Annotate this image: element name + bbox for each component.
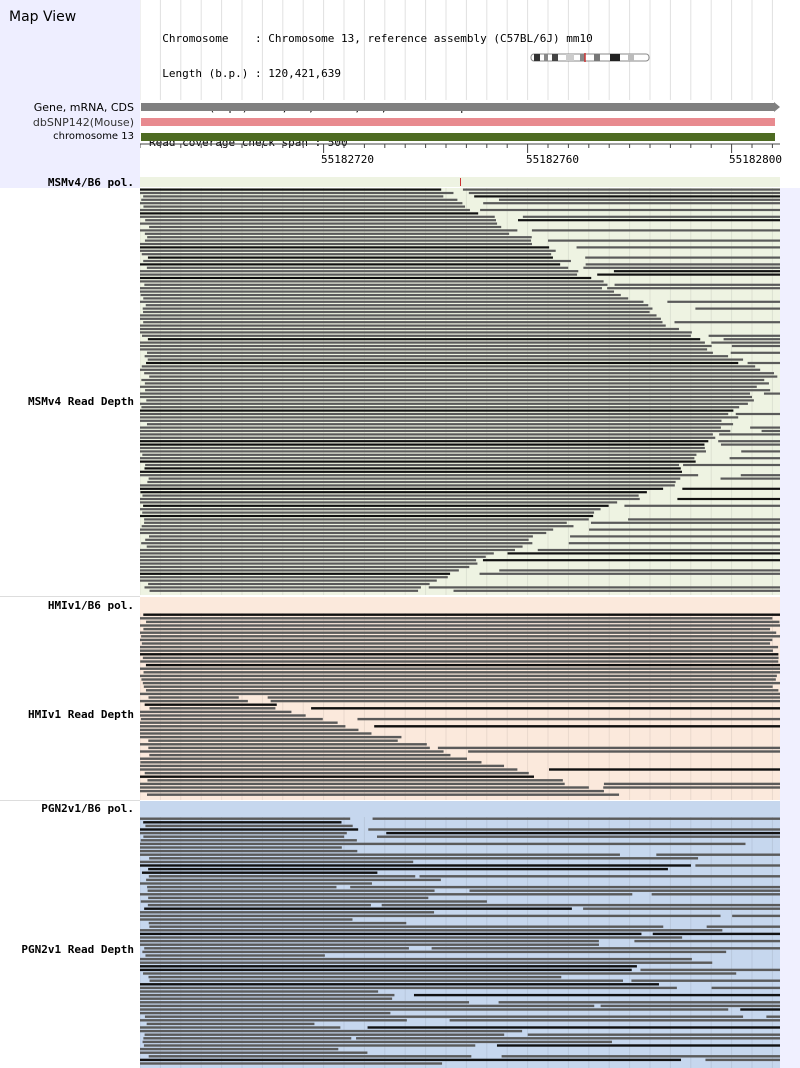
map-view-title: Map View (9, 9, 77, 25)
snp-track-bar[interactable] (141, 118, 775, 126)
msm-snp-marker[interactable] (460, 178, 461, 186)
hmi-depth-label: HMIv1 Read Depth (28, 708, 134, 721)
divider (0, 596, 140, 597)
pgn-depth-label: PGN2v1 Read Depth (21, 943, 134, 956)
hmi-pol-track[interactable] (140, 597, 780, 613)
snp-track-label: dbSNP142(Mouse) (32, 116, 134, 129)
chromosome-ideogram[interactable] (530, 53, 650, 62)
info-line-coverage-span: Read coverage check span : 500 (149, 135, 348, 149)
msm-read-depth-track[interactable] (140, 188, 780, 595)
header-grid (140, 0, 773, 100)
pgn-read-depth-track[interactable] (140, 817, 780, 1068)
ruler-tick-label: 55182800 (729, 153, 782, 166)
ruler-tick-label: 55182720 (321, 153, 374, 166)
gene-track-bar[interactable] (141, 103, 775, 111)
msm-pol-label: MSMv4/B6 pol. (47, 176, 134, 189)
chromosome-track-label: chromosome 13 (53, 131, 134, 142)
hmi-read-depth-track[interactable] (140, 613, 780, 800)
gene-track-arrow-icon (774, 102, 780, 112)
info-line-length: Length (b.p.) : 120,421,639 (149, 66, 342, 80)
right-margin-strip (780, 188, 800, 1068)
position-ruler (140, 143, 780, 153)
pgn-pol-label: PGN2v1/B6 pol. (41, 802, 134, 815)
gene-track-label: Gene, mRNA, CDS (33, 101, 134, 114)
divider (0, 800, 140, 801)
msm-depth-label: MSMv4 Read Depth (28, 395, 134, 408)
chromosome-track-bar[interactable] (141, 133, 775, 141)
info-line-chromosome: Chromosome : Chromosome 13, reference as… (149, 32, 593, 45)
ruler-tick-label: 55182760 (526, 153, 579, 166)
hmi-pol-label: HMIv1/B6 pol. (47, 599, 134, 612)
map-view-panel (0, 0, 140, 188)
pgn-pol-track[interactable] (140, 801, 780, 817)
msm-pol-track[interactable] (140, 177, 780, 187)
